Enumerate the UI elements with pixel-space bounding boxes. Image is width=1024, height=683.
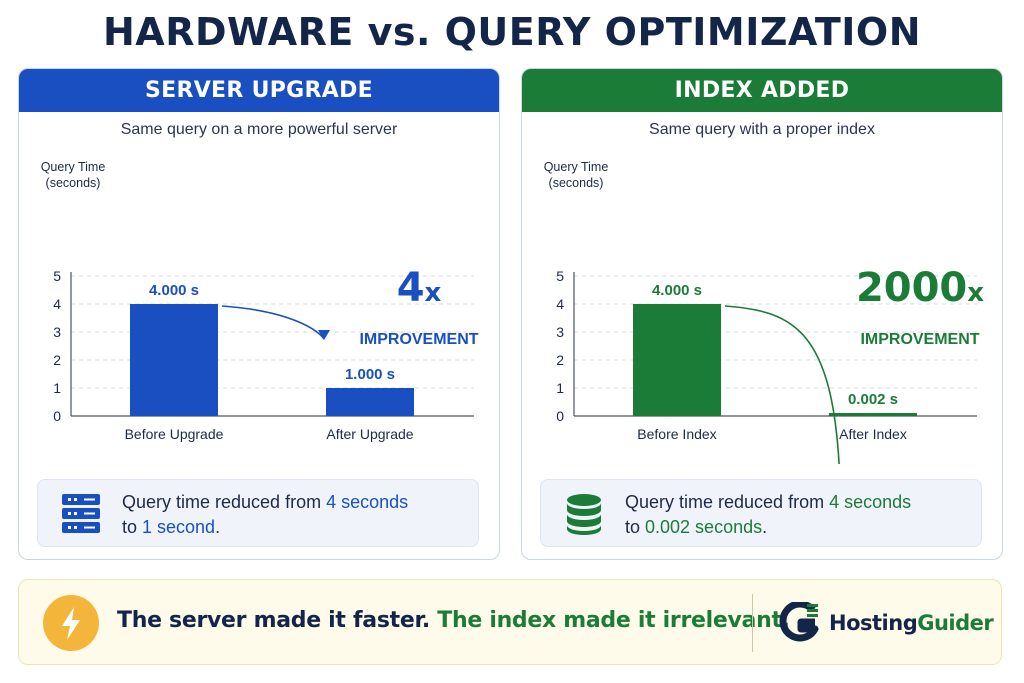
y-tick-label: 2 xyxy=(53,352,61,368)
y-tick-label: 0 xyxy=(556,408,564,424)
lightning-bolt-icon xyxy=(43,595,99,651)
improvement-label: IMPROVEMENT xyxy=(359,331,478,348)
info-text: Query time reduced from 4 seconds to 0.0… xyxy=(625,492,912,537)
x-tick-label: Before Index xyxy=(637,426,716,442)
x-tick-label: After Index xyxy=(839,426,907,442)
y-tick-label: 5 xyxy=(53,268,61,284)
y-tick-label: 3 xyxy=(556,324,564,340)
panel-heading: INDEX ADDED xyxy=(522,69,1002,112)
y-tick-label: 4 xyxy=(556,296,564,312)
arrow xyxy=(724,305,840,464)
from-value: 4 seconds xyxy=(829,492,912,512)
index-added-chart: Query Time (seconds) 0 1 2 3 4 5 4.000 s Before I… xyxy=(544,160,984,464)
info-text: Query time reduced from 4 seconds to 1 s… xyxy=(122,492,409,537)
improvement-multiplier: 4x xyxy=(397,265,442,311)
data-label: 4.000 s xyxy=(149,282,199,299)
x-tick-label: After Upgrade xyxy=(326,426,413,442)
improvement-multiplier: 2000x xyxy=(856,265,984,311)
y-tick-label: 1 xyxy=(53,380,61,396)
data-label: 0.002 s xyxy=(848,391,898,408)
bar xyxy=(130,304,218,416)
data-label: 1.000 s xyxy=(345,366,395,383)
y-tick-label: 1 xyxy=(556,380,564,396)
y-tick-label: 3 xyxy=(53,324,61,340)
x-tick-label: Before Upgrade xyxy=(125,426,224,442)
database-icon xyxy=(567,494,601,535)
footer-statement: The server made it faster. The index mad… xyxy=(117,608,790,633)
brand-name: HostingGuider xyxy=(829,611,994,635)
bar xyxy=(326,388,414,416)
server-icon xyxy=(62,494,100,533)
server-upgrade-panel: SERVER UPGRADE Same query on a more powe… xyxy=(18,68,500,560)
data-label: 4.000 s xyxy=(652,282,702,299)
y-axis-label: Query Time (seconds) xyxy=(41,160,106,190)
hostingguider-logo-icon xyxy=(779,602,819,642)
to-value: 1 second xyxy=(142,517,216,537)
y-axis-label: Query Time (seconds) xyxy=(544,160,609,190)
divider xyxy=(752,594,753,652)
arrow xyxy=(221,305,325,340)
info-box: Query time reduced from 4 seconds to 0.0… xyxy=(540,479,982,547)
y-tick-label: 2 xyxy=(556,352,564,368)
panel-heading: SERVER UPGRADE xyxy=(19,69,499,112)
server-upgrade-chart: Query Time (seconds) 0 1 2 3 4 5 4.000 s Before U… xyxy=(41,160,479,442)
from-value: 4 seconds xyxy=(326,492,409,512)
y-tick-label: 0 xyxy=(53,408,61,424)
panel-subtitle: Same query with a proper index xyxy=(649,121,875,138)
bar xyxy=(633,304,721,416)
y-tick-label: 5 xyxy=(556,268,564,284)
info-box: Query time reduced from 4 seconds to 1 s… xyxy=(37,479,479,547)
to-value: 0.002 seconds xyxy=(645,517,763,537)
index-added-panel: INDEX ADDED Same query with a proper ind… xyxy=(521,68,1003,560)
page-title: HARDWARE vs. QUERY OPTIMIZATION xyxy=(102,10,922,54)
panel-subtitle: Same query on a more powerful server xyxy=(120,121,398,138)
y-tick-label: 4 xyxy=(53,296,61,312)
arrowhead xyxy=(318,330,330,340)
bar xyxy=(829,413,917,416)
footer-banner: The server made it faster. The index mad… xyxy=(18,579,1002,665)
improvement-label: IMPROVEMENT xyxy=(860,331,979,348)
